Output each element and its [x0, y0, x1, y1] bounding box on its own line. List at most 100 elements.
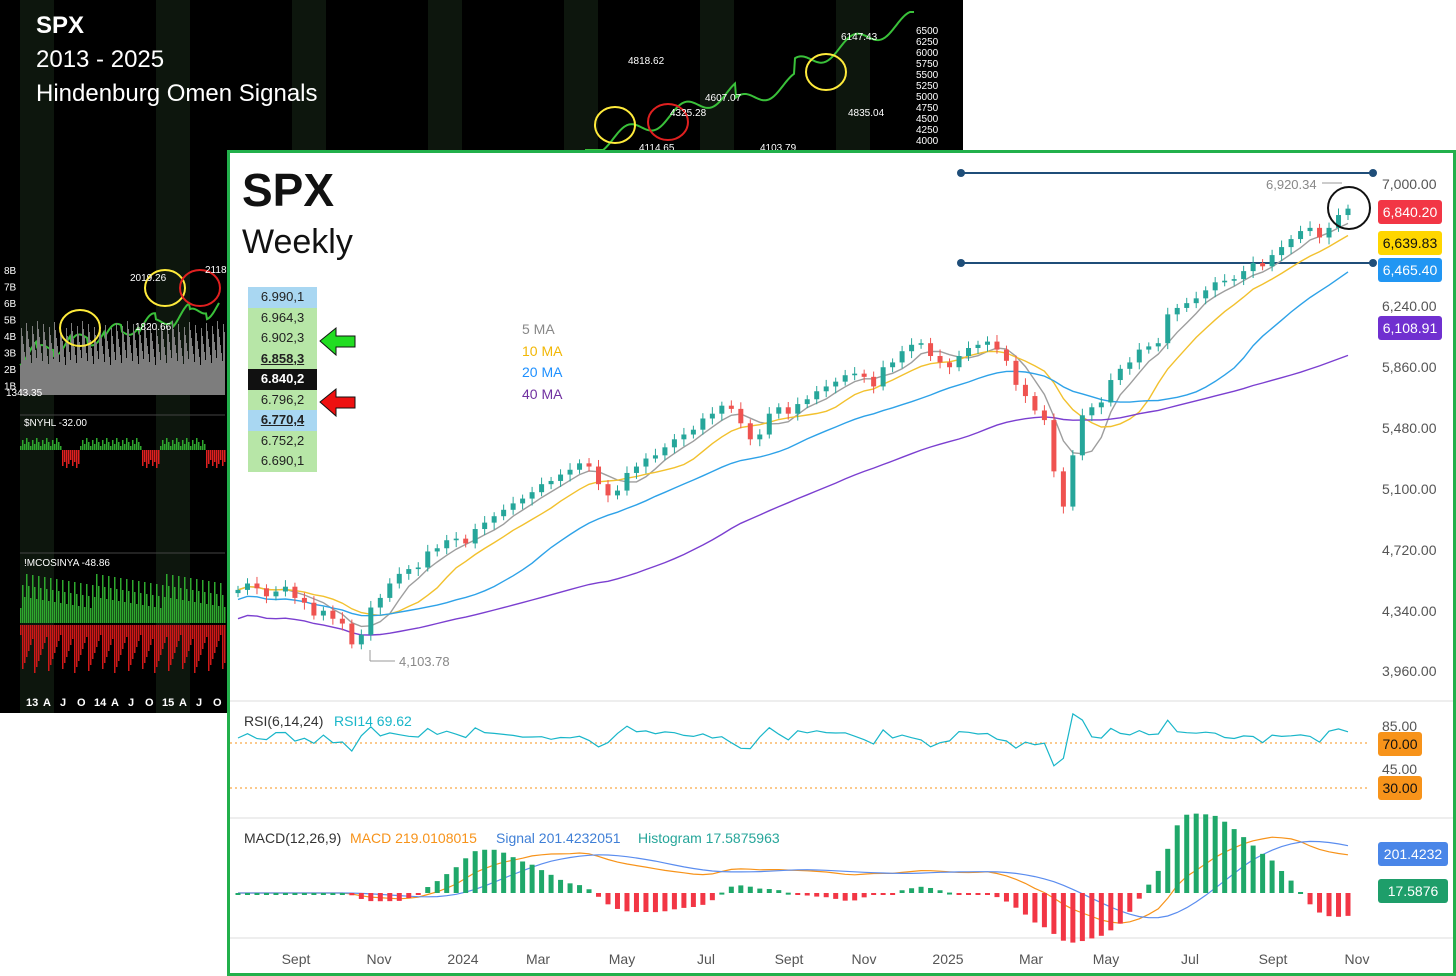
- bg-nyhl-bar: [206, 450, 208, 468]
- bg-mco-bar-down: [148, 625, 150, 651]
- bg-volume-bar: [119, 347, 120, 395]
- bg-volume-bar: [123, 334, 124, 395]
- bg-nyhl-bar: [82, 440, 84, 450]
- candle-body: [1307, 227, 1313, 232]
- bg-mco-bar-up: [140, 593, 142, 623]
- bg-nyhl-bar: [170, 446, 172, 450]
- bg-volume-bar: [56, 338, 57, 395]
- bg-mco-bar-down: [100, 625, 102, 635]
- bg-volume-bar: [72, 331, 73, 395]
- candle-body: [1326, 227, 1332, 238]
- macd-hist-bar: [728, 886, 734, 893]
- bg-volume-bar: [152, 341, 153, 395]
- candle-body: [1108, 380, 1114, 403]
- candle-body: [453, 538, 459, 541]
- bg-mco-bar-up: [200, 603, 202, 623]
- bg-nyhl-bar: [30, 446, 32, 450]
- bg-mco-bar-down: [40, 625, 42, 655]
- bg-mco-bar-up: [194, 602, 196, 623]
- level-row: 6.752,2: [248, 430, 317, 451]
- bg-signal-circle: [59, 309, 101, 347]
- bg-nyhl-bar: [210, 450, 212, 460]
- rsi-value-label: RSI14 69.62: [334, 713, 412, 729]
- bg-nyhl-bar: [86, 438, 88, 450]
- macd-hist-bar: [1212, 815, 1218, 893]
- bg-volume-bar: [45, 340, 46, 395]
- bg-volume-bar: [188, 359, 189, 395]
- bg-signal-circle: [144, 269, 186, 307]
- bg-volume-bar: [58, 354, 59, 395]
- macd-hist-bar: [709, 893, 715, 901]
- bg-nyhl-bar: [112, 440, 114, 450]
- bg-volume-bar: [214, 342, 215, 395]
- bg-mco-bar-down: [128, 625, 130, 671]
- macd-hist-bar: [880, 893, 886, 895]
- bg-nyhl-bar: [108, 442, 110, 450]
- bg-volume-bar: [76, 363, 77, 395]
- bg-mco-bar-down: [216, 625, 218, 647]
- bg-mco-bar-down: [120, 625, 122, 655]
- bg-volume-bar: [146, 338, 147, 395]
- macd-hist-bar: [510, 857, 516, 893]
- bg-mco-bar-up: [122, 590, 124, 623]
- bg-volume-bar: [101, 338, 102, 395]
- bg-nyhl-bar: [38, 442, 40, 450]
- main-chart-panel: SPX Weekly 6.990,1 6.964,3 6.902,3 6.858…: [227, 150, 1456, 976]
- x-axis-label: May: [1092, 951, 1120, 967]
- bg-nyhl-bar: [176, 438, 178, 450]
- candle-body: [852, 373, 858, 376]
- bg-nyhl-bar: [44, 444, 46, 450]
- bg-volume-bar: [96, 343, 97, 395]
- rsi-axis-label: 45.00: [1382, 761, 1418, 777]
- bg-nyhl-bar: [186, 438, 188, 450]
- macd-hist-bar: [472, 851, 478, 893]
- bg-mco-bar-up: [104, 587, 106, 623]
- macd-hist-bar: [311, 893, 317, 895]
- bg-volume-bar: [29, 347, 30, 395]
- bg-volume-bar: [201, 328, 202, 395]
- signal-line: [238, 840, 1349, 919]
- bg-volume-bar: [44, 332, 45, 395]
- macd-hist-bar: [1326, 893, 1332, 917]
- bg-mco-bar-down: [212, 625, 214, 659]
- macd-hist-bar: [1231, 829, 1237, 893]
- bg-nyhl-bar: [192, 440, 194, 450]
- candle-body: [1184, 303, 1190, 308]
- macd-hist-bar: [415, 893, 421, 895]
- bg-volume-bar: [206, 323, 207, 395]
- bg-volume-bar: [130, 345, 131, 395]
- candle-body: [966, 348, 972, 357]
- candle-body: [909, 344, 915, 352]
- x-axis-label: Sept: [774, 951, 804, 967]
- bg-volume-bar: [48, 364, 49, 395]
- bg-mco-bar-up: [216, 594, 218, 623]
- bg-nyhl-bar: [68, 450, 70, 464]
- bg-volume-bar: [175, 345, 176, 395]
- bg-mco-bar-down: [32, 625, 34, 639]
- bg-volume-bar: [140, 335, 141, 395]
- candle-body: [709, 413, 715, 419]
- bg-volume-bar: [210, 355, 211, 395]
- macd-hist-bar: [690, 893, 696, 908]
- bg-volume-bar: [120, 355, 121, 395]
- bg-volume-bar: [92, 356, 93, 395]
- bg-volume-bar: [21, 328, 22, 395]
- bg-volume-bar: [110, 365, 111, 395]
- bg-nyhl-bar: [160, 446, 162, 450]
- bg-volume-bar: [160, 360, 161, 395]
- bg-volume-bar: [28, 339, 29, 395]
- macd-hist-bar: [738, 885, 744, 893]
- candle-body: [871, 376, 877, 387]
- candle-body: [1298, 231, 1304, 240]
- x-axis-label: Nov: [1344, 951, 1370, 967]
- bg-mco-bar-up: [108, 576, 110, 623]
- bg-x-tick: A: [43, 697, 51, 709]
- bg-volume-tick: 8B: [4, 266, 17, 277]
- bg-annotation: 2019.26: [130, 273, 167, 284]
- candle-body: [235, 589, 241, 594]
- macd-hist-bar: [975, 893, 981, 895]
- bg-nyhl-bar: [132, 440, 134, 450]
- macd-hist-bar: [795, 893, 801, 895]
- bg-nyhl-bar: [212, 450, 214, 466]
- bg-mco-bar-down: [140, 625, 142, 635]
